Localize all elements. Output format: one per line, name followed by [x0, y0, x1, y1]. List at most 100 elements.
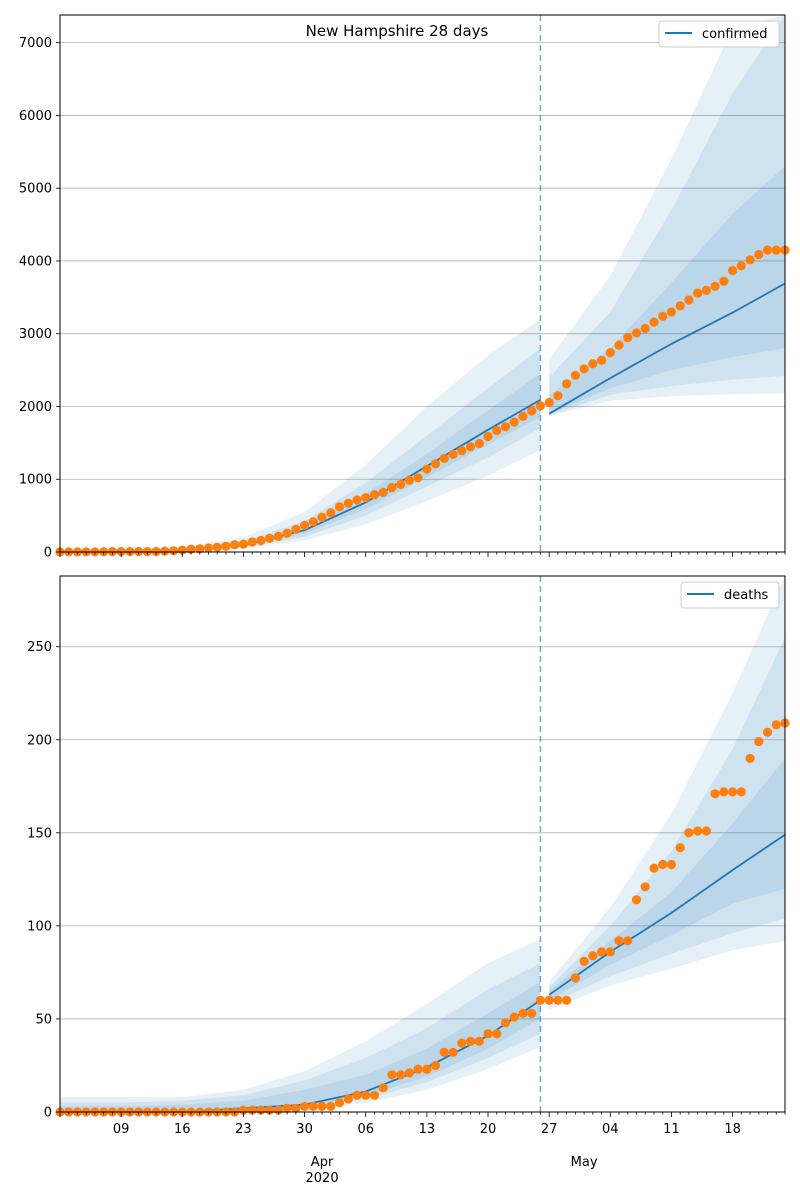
deaths-month-label: May	[571, 1155, 598, 1170]
deaths-observed-point	[771, 720, 781, 730]
confirmed-observed-point	[570, 370, 581, 380]
deaths-x-tick-label: 09	[113, 1122, 130, 1137]
deaths-month-label-line: May	[571, 1155, 598, 1170]
confirmed-outer-band	[60, 319, 541, 552]
deaths-observed-point	[518, 1008, 528, 1019]
confirmed-observed-point	[605, 348, 615, 358]
deaths-middle-band	[60, 963, 541, 1112]
deaths-observed-point	[631, 895, 642, 905]
confirmed-observed-point	[579, 364, 589, 374]
deaths-x-tick-label: 20	[480, 1122, 497, 1137]
confirmed-observed-point	[300, 520, 310, 530]
confirmed-observed-point	[623, 333, 633, 343]
confirmed-observed-point	[544, 397, 554, 408]
deaths-observed-point	[666, 859, 677, 870]
deaths-observed-point	[361, 1090, 371, 1100]
deaths-observed-point	[649, 863, 659, 873]
confirmed-y-tick-label: 0	[44, 546, 52, 561]
confirmed-observed-point	[343, 498, 353, 508]
deaths-observed-point	[579, 956, 589, 966]
deaths-observed-point	[457, 1038, 467, 1048]
confirmed-observed-point	[422, 464, 432, 474]
confirmed-observed-point	[614, 340, 624, 350]
deaths-month-labels: Apr 2020 May	[306, 1155, 598, 1186]
confirmed-observed-point	[492, 425, 502, 436]
deaths-x-tick-label: 27	[541, 1122, 558, 1137]
confirmed-observed-point	[762, 245, 773, 255]
confirmed-observed-point	[631, 328, 642, 338]
deaths-observed-point	[640, 882, 650, 892]
confirmed-observed-point	[195, 544, 205, 554]
deaths-outer-band	[549, 576, 785, 1010]
deaths-observed-point	[404, 1068, 414, 1078]
deaths-observed-point	[544, 995, 554, 1005]
deaths-x-tick-label: 04	[602, 1122, 619, 1137]
confirmed-observed-point	[693, 288, 703, 298]
confirmed-observed-point	[719, 276, 729, 286]
confirmed-chart-title: New Hampshire 28 days	[306, 22, 489, 40]
deaths-observed-point	[675, 843, 685, 853]
deaths-observed-point	[745, 753, 755, 764]
confirmed-observed-point	[431, 459, 441, 469]
confirmed-observed-point	[247, 537, 257, 547]
confirmed-plot-frame	[59, 14, 786, 553]
deaths-x-tick-label: 18	[724, 1122, 741, 1137]
confirmed-observed-point	[684, 295, 694, 305]
deaths-y-tick-label: 200	[27, 733, 52, 748]
confirmed-observed-point	[710, 281, 720, 291]
deaths-observed-point	[448, 1047, 458, 1057]
deaths-observed-point	[736, 787, 746, 797]
deaths-observed-point	[465, 1036, 476, 1046]
deaths-observed-point	[623, 936, 633, 946]
confirmed-y-ticks: 0 1000 2000 3000 4000 5000 6000 7000	[19, 36, 60, 561]
deaths-y-ticks: 0 50 100 150 200 250	[27, 640, 60, 1121]
deaths-y-tick-label: 0	[44, 1106, 52, 1121]
deaths-y-tick-label: 150	[27, 826, 52, 841]
deaths-observed-point	[282, 1103, 292, 1113]
confirmed-observed-point	[771, 245, 781, 255]
confirmed-observed-point	[282, 528, 292, 538]
deaths-x-tick-label: 06	[357, 1122, 374, 1137]
confirmed-x-ticks	[59, 552, 786, 557]
deaths-observed-point	[483, 1029, 493, 1039]
deaths-observed-point	[710, 789, 720, 799]
confirmed-observed-point	[221, 541, 231, 551]
confirmed-observed-point	[745, 255, 755, 265]
deaths-observed-point	[500, 1018, 511, 1028]
deaths-observed-point	[334, 1098, 345, 1108]
deaths-x-ticks: 09 16 23 30 06 13 20 27 04 11 18	[59, 1112, 786, 1137]
confirmed-observed-point	[597, 355, 607, 365]
confirmed-observed-point	[317, 512, 327, 522]
confirmed-observed-point	[361, 493, 371, 503]
deaths-x-tick-label: 23	[235, 1122, 252, 1137]
deaths-observed-point	[762, 727, 773, 737]
confirmed-observed-point	[666, 307, 677, 317]
deaths-month-label: Apr 2020	[306, 1155, 339, 1186]
deaths-observed-point	[343, 1094, 353, 1104]
confirmed-observed-point	[326, 508, 336, 518]
deaths-observed-point	[492, 1029, 502, 1039]
confirmed-observed-point	[553, 391, 563, 401]
deaths-observed-point	[535, 995, 546, 1005]
deaths-x-tick-label: 11	[663, 1122, 680, 1137]
confirmed-observed-point	[265, 533, 275, 544]
confirmed-observed-point	[352, 495, 362, 505]
deaths-observed-point	[509, 1012, 519, 1022]
confirmed-observed-point	[230, 540, 240, 550]
deaths-observed-point	[422, 1064, 432, 1074]
deaths-observed-point	[693, 826, 703, 836]
confirmed-y-tick-label: 4000	[19, 254, 52, 269]
deaths-observed-point	[300, 1101, 310, 1111]
confirmed-legend-box	[658, 20, 780, 48]
confirmed-observed-point	[736, 261, 746, 271]
deaths-observed-point	[387, 1070, 397, 1080]
confirmed-observed-point	[588, 359, 598, 369]
confirmed-observed-point	[535, 401, 546, 411]
confirmed-observed-point	[404, 475, 414, 485]
deaths-middle-band	[549, 637, 785, 1005]
deaths-observed-point	[719, 787, 729, 797]
deaths-panel: 0 50 100 150 200 250 09 16 23 30 06 13 20 27 04 11 18 A…	[27, 575, 790, 1186]
confirmed-y-tick-label: 3000	[19, 327, 52, 342]
confirmed-observed-point	[509, 417, 519, 427]
